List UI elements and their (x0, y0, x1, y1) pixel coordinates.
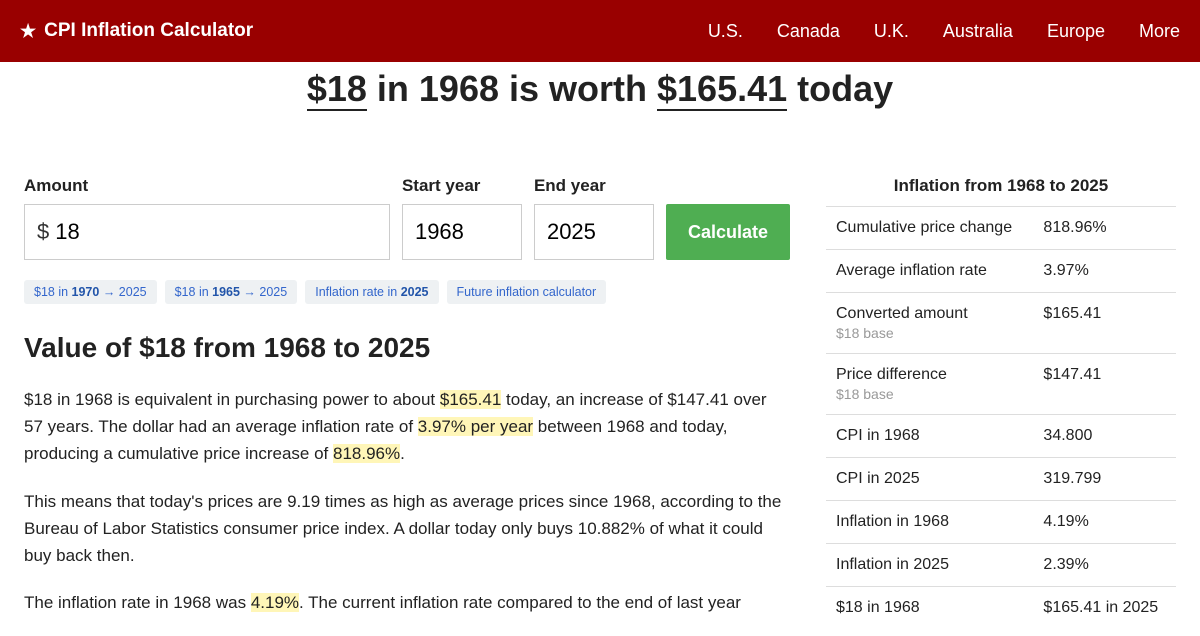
amount-label: Amount (24, 176, 390, 196)
table-row: $18 in 1968$165.41 in 2025 (826, 587, 1176, 630)
stat-label: CPI in 1968 (826, 415, 1033, 458)
paragraph-3: The inflation rate in 1968 was 4.19%. Th… (24, 589, 790, 616)
stat-value: 3.97% (1033, 250, 1176, 293)
stat-value: $165.41 (1033, 293, 1176, 354)
stat-label: Average inflation rate (826, 250, 1033, 293)
stat-value: 34.800 (1033, 415, 1176, 458)
nav-australia[interactable]: Australia (943, 21, 1013, 42)
stat-value: 818.96% (1033, 207, 1176, 250)
paragraph-2: This means that today's prices are 9.19 … (24, 488, 790, 570)
stat-value: 319.799 (1033, 458, 1176, 501)
stat-value: 4.19% (1033, 501, 1176, 544)
section-heading: Value of $18 from 1968 to 2025 (24, 332, 790, 364)
nav-us[interactable]: U.S. (708, 21, 743, 42)
table-row: Price difference$18 base$147.41 (826, 354, 1176, 415)
chip-1970[interactable]: $18 in 1970 → 2025 (24, 280, 157, 304)
calculate-button[interactable]: Calculate (666, 204, 790, 260)
end-year-input-wrap[interactable] (534, 204, 654, 260)
stat-label: Inflation in 1968 (826, 501, 1033, 544)
calculator-form: Amount $ Start year End year Calculate (24, 176, 790, 260)
stat-label: $18 in 1968 (826, 587, 1033, 630)
table-row: CPI in 2025319.799 (826, 458, 1176, 501)
chip-rate-2025[interactable]: Inflation rate in 2025 (305, 280, 438, 304)
start-year-input[interactable] (415, 219, 509, 245)
end-year-input[interactable] (547, 219, 641, 245)
stat-label: Cumulative price change (826, 207, 1033, 250)
stat-label: Price difference$18 base (826, 354, 1033, 415)
stat-label: Inflation in 2025 (826, 544, 1033, 587)
nav-more[interactable]: More (1139, 21, 1180, 42)
nav-canada[interactable]: Canada (777, 21, 840, 42)
title-result: $165.41 (657, 68, 787, 111)
amount-input[interactable] (55, 219, 377, 245)
brand-text: CPI Inflation Calculator (44, 20, 253, 42)
start-year-label: Start year (402, 176, 522, 196)
stats-table: Cumulative price change818.96%Average in… (826, 206, 1176, 629)
star-icon: ★ (20, 21, 36, 42)
start-year-input-wrap[interactable] (402, 204, 522, 260)
end-year-label: End year (534, 176, 654, 196)
table-row: Inflation in 19684.19% (826, 501, 1176, 544)
table-row: Average inflation rate3.97% (826, 250, 1176, 293)
chip-future[interactable]: Future inflation calculator (447, 280, 607, 304)
nav-europe[interactable]: Europe (1047, 21, 1105, 42)
sidebar: Inflation from 1968 to 2025 Cumulative p… (826, 176, 1176, 636)
stat-label: CPI in 2025 (826, 458, 1033, 501)
top-nav: U.S. Canada U.K. Australia Europe More (708, 21, 1180, 42)
table-row: CPI in 196834.800 (826, 415, 1176, 458)
sidebar-title: Inflation from 1968 to 2025 (826, 176, 1176, 196)
stat-label: Converted amount$18 base (826, 293, 1033, 354)
logo[interactable]: ★ CPI Inflation Calculator (20, 20, 253, 42)
page-title: $18 in 1968 is worth $165.41 today (0, 68, 1200, 110)
stat-value: $165.41 in 2025 (1033, 587, 1176, 630)
nav-uk[interactable]: U.K. (874, 21, 909, 42)
topbar: ★ CPI Inflation Calculator U.S. Canada U… (0, 0, 1200, 62)
table-row: Converted amount$18 base$165.41 (826, 293, 1176, 354)
amount-input-wrap[interactable]: $ (24, 204, 390, 260)
stat-value: $147.41 (1033, 354, 1176, 415)
paragraph-1: $18 in 1968 is equivalent in purchasing … (24, 386, 790, 468)
title-amount: $18 (307, 68, 367, 111)
chip-1965[interactable]: $18 in 1965 → 2025 (165, 280, 298, 304)
table-row: Inflation in 20252.39% (826, 544, 1176, 587)
stat-value: 2.39% (1033, 544, 1176, 587)
table-row: Cumulative price change818.96% (826, 207, 1176, 250)
currency-prefix: $ (37, 219, 49, 245)
related-chips: $18 in 1970 → 2025 $18 in 1965 → 2025 In… (24, 280, 790, 304)
